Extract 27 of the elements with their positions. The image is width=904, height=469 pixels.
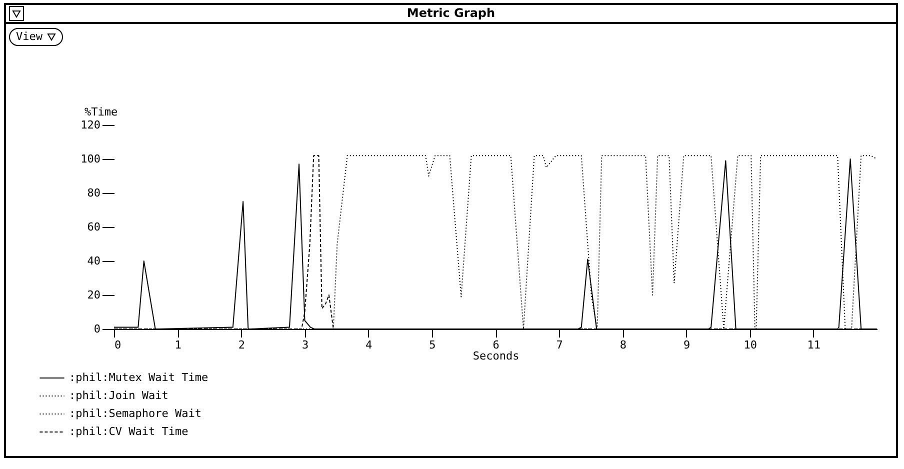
x-axis-title: Seconds bbox=[472, 350, 520, 362]
legend-label: :phil:Mutex Wait Time bbox=[69, 371, 208, 384]
x-tick-label: 8 bbox=[620, 338, 626, 352]
x-tick-label: 5 bbox=[429, 338, 436, 352]
chart-title: Metric Graph bbox=[406, 6, 496, 20]
x-tick-label: 9 bbox=[683, 338, 690, 352]
y-tick-label: 100 bbox=[80, 152, 100, 166]
x-tick-label: 2 bbox=[238, 338, 245, 352]
x-tick-label: 0 bbox=[114, 338, 122, 352]
y-tick-label: 20 bbox=[87, 288, 100, 302]
x-tick-label: 10 bbox=[744, 338, 757, 352]
y-axis-title: %Time bbox=[84, 106, 118, 118]
y-tick-label: 40 bbox=[87, 254, 100, 268]
legend-label: :phil:Semaphore Wait bbox=[69, 407, 202, 420]
x-tick-label: 7 bbox=[556, 338, 563, 352]
x-tick-label: 6 bbox=[492, 338, 500, 352]
x-tick-label: 3 bbox=[302, 338, 309, 352]
x-tick-label: 11 bbox=[807, 338, 821, 352]
legend-label: :phil:Join Wait bbox=[69, 389, 168, 402]
x-tick-label: 1 bbox=[174, 338, 182, 352]
y-tick-label: 0 bbox=[94, 322, 100, 336]
legend-label: :phil:CV Wait Time bbox=[69, 425, 188, 438]
x-tick-label: 4 bbox=[366, 338, 373, 352]
text: View bbox=[16, 29, 42, 45]
y-tick-label: 120 bbox=[80, 118, 100, 132]
y-tick-label: 60 bbox=[87, 220, 100, 234]
y-tick-label: 80 bbox=[87, 186, 100, 200]
